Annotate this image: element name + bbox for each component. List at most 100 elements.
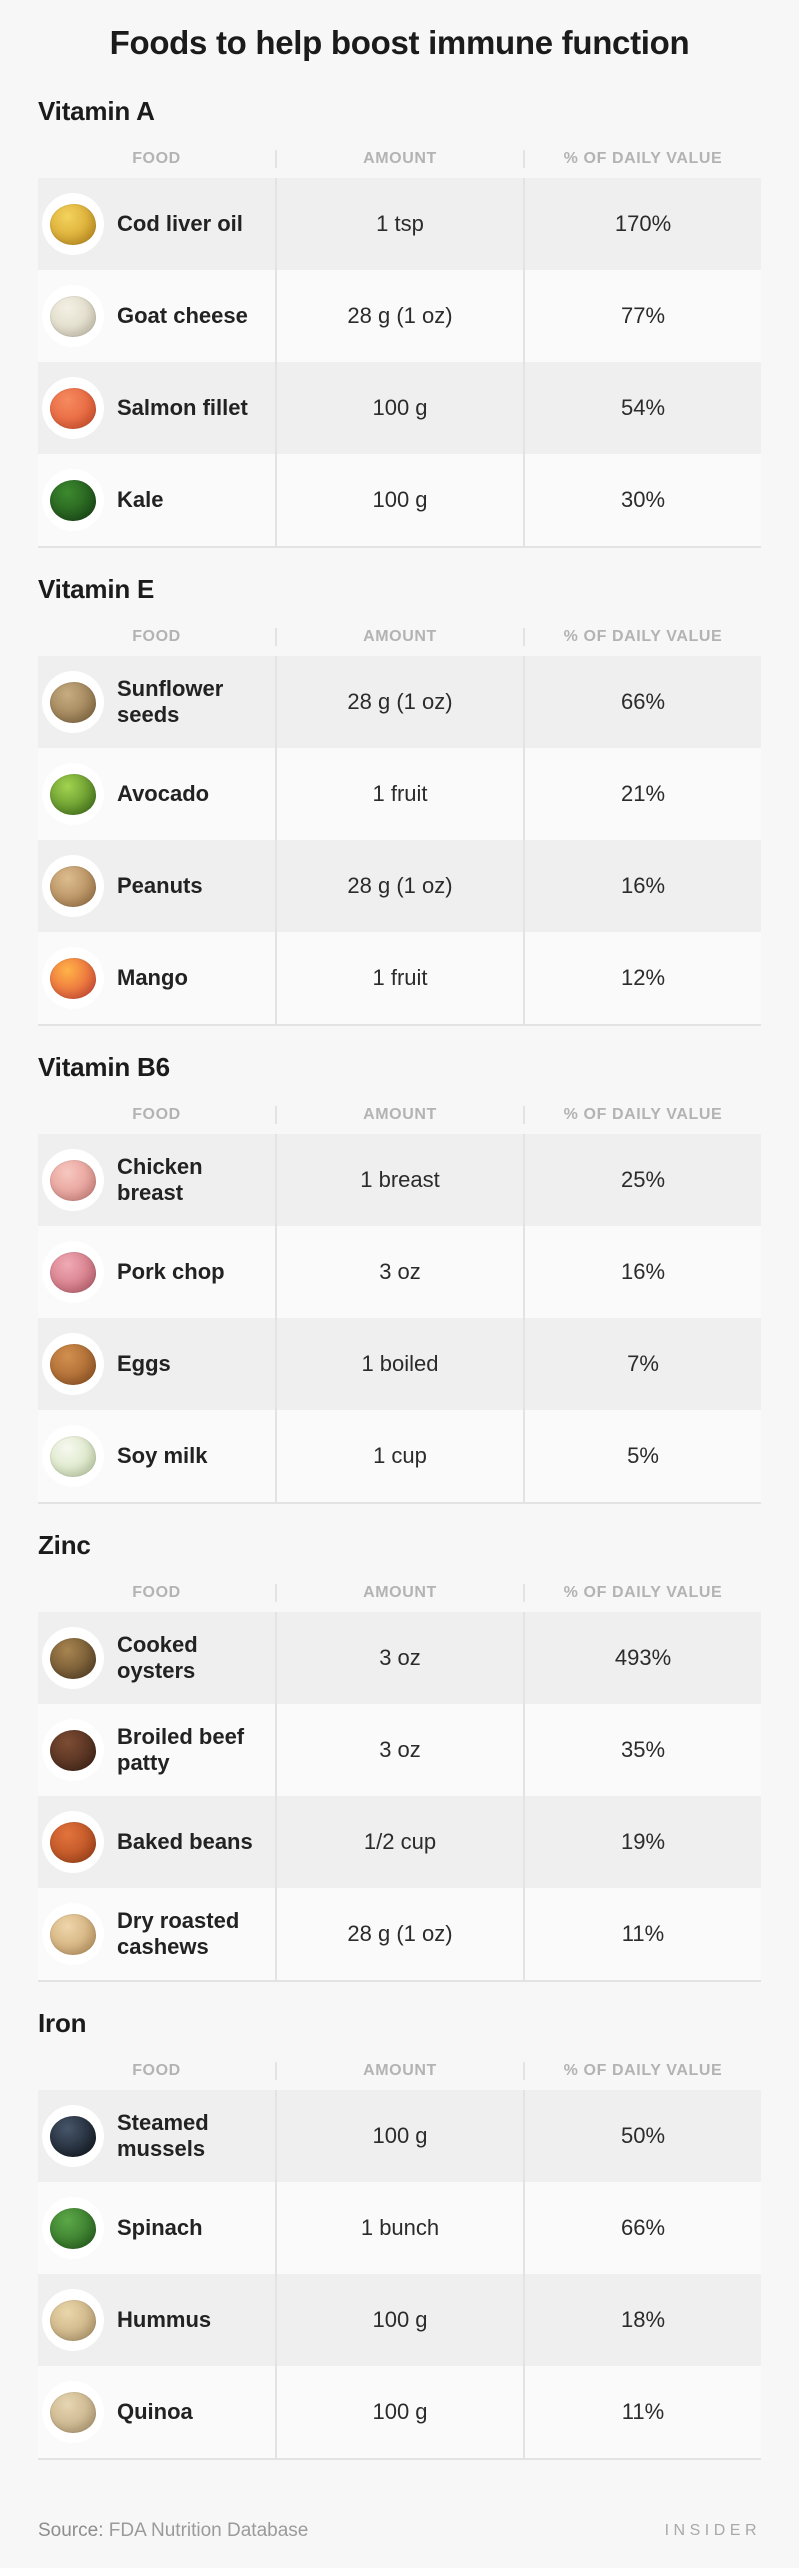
nutrient-table: FOOD AMOUNT % OF DAILY VALUE Cod liver o…	[38, 140, 761, 548]
food-name: Eggs	[117, 1351, 171, 1377]
sections: Vitamin A FOOD AMOUNT % OF DAILY VALUE C…	[38, 96, 761, 2460]
daily-value: 11%	[523, 1888, 761, 1980]
daily-value: 21%	[523, 748, 761, 840]
food-name: Quinoa	[117, 2399, 193, 2425]
nutrient-section: Zinc FOOD AMOUNT % OF DAILY VALUE Cooked…	[38, 1530, 761, 1982]
section-heading: Zinc	[38, 1530, 91, 1560]
eggs-icon	[42, 1333, 104, 1395]
nutrient-section: Vitamin A FOOD AMOUNT % OF DAILY VALUE C…	[38, 96, 761, 548]
food-cell: Baked beans	[38, 1796, 275, 1888]
source-value: FDA Nutrition Database	[108, 2520, 309, 2541]
food-cell: Sunflower seeds	[38, 656, 275, 748]
chicken-breast-icon	[42, 1149, 104, 1211]
food-name: Kale	[117, 487, 164, 513]
food-cell: Avocado	[38, 748, 275, 840]
food-cell: Hummus	[38, 2274, 275, 2366]
food-cell: Dry roasted cashews	[38, 1888, 275, 1980]
daily-value: 11%	[523, 2366, 761, 2458]
food-name: Pork chop	[117, 1259, 225, 1285]
soy-milk-icon	[42, 1425, 104, 1487]
amount-value: 1/2 cup	[275, 1796, 523, 1888]
table-header-row: FOOD AMOUNT % OF DAILY VALUE	[38, 1096, 761, 1134]
column-header-amount: AMOUNT	[275, 1584, 523, 1602]
kale-icon	[42, 469, 104, 531]
amount-value: 28 g (1 oz)	[275, 1888, 523, 1980]
food-cell: Spinach	[38, 2182, 275, 2274]
amount-value: 100 g	[275, 2090, 523, 2182]
amount-value: 3 oz	[275, 1226, 523, 1318]
column-header-food: FOOD	[132, 1106, 181, 1123]
table-row: Cooked oysters 3 oz 493%	[38, 1612, 761, 1704]
table-row: Goat cheese 28 g (1 oz) 77%	[38, 270, 761, 362]
food-name: Peanuts	[117, 873, 203, 899]
table-rows: Steamed mussels 100 g 50% Spinach 1 bunc…	[38, 2090, 761, 2458]
table-rows: Cod liver oil 1 tsp 170% Goat cheese 28 …	[38, 178, 761, 546]
column-header-amount: AMOUNT	[275, 2062, 523, 2080]
food-name: Goat cheese	[117, 303, 248, 329]
hummus-icon	[42, 2289, 104, 2351]
food-cell: Cooked oysters	[38, 1612, 275, 1704]
column-header-food: FOOD	[132, 150, 181, 167]
food-cell: Soy milk	[38, 1410, 275, 1502]
food-cell: Eggs	[38, 1318, 275, 1410]
food-cell: Cod liver oil	[38, 178, 275, 270]
baked-beans-icon	[42, 1811, 104, 1873]
amount-value: 100 g	[275, 362, 523, 454]
table-row: Mango 1 fruit 12%	[38, 932, 761, 1024]
food-cell: Quinoa	[38, 2366, 275, 2458]
food-name: Dry roasted cashews	[117, 1908, 240, 1959]
peanuts-icon	[42, 855, 104, 917]
food-cell: Salmon fillet	[38, 362, 275, 454]
column-header-daily-value: % OF DAILY VALUE	[523, 2062, 761, 2080]
food-name: Hummus	[117, 2307, 212, 2333]
table-rows: Sunflower seeds 28 g (1 oz) 66% Avocado …	[38, 656, 761, 1024]
daily-value: 170%	[523, 178, 761, 270]
source-text: Source: FDA Nutrition Database	[38, 2520, 308, 2542]
food-cell: Kale	[38, 454, 275, 546]
food-name: Sunflower seeds	[117, 676, 224, 727]
amount-value: 1 boiled	[275, 1318, 523, 1410]
food-cell: Mango	[38, 932, 275, 1024]
table-row: Kale 100 g 30%	[38, 454, 761, 546]
food-name: Cooked oysters	[117, 1632, 198, 1683]
goat-cheese-icon	[42, 285, 104, 347]
food-name: Salmon fillet	[117, 395, 248, 421]
daily-value: 18%	[523, 2274, 761, 2366]
table-row: Cod liver oil 1 tsp 170%	[38, 178, 761, 270]
cod-liver-oil-icon	[42, 193, 104, 255]
daily-value: 77%	[523, 270, 761, 362]
footer: Source: FDA Nutrition Database INSIDER	[0, 2486, 799, 2568]
table-header-row: FOOD AMOUNT % OF DAILY VALUE	[38, 618, 761, 656]
daily-value: 30%	[523, 454, 761, 546]
food-name: Mango	[117, 965, 188, 991]
food-cell: Broiled beef patty	[38, 1704, 275, 1796]
column-header-daily-value: % OF DAILY VALUE	[523, 1106, 761, 1124]
table-row: Eggs 1 boiled 7%	[38, 1318, 761, 1410]
food-name: Baked beans	[117, 1829, 253, 1855]
column-header-amount: AMOUNT	[275, 150, 523, 168]
amount-value: 1 cup	[275, 1410, 523, 1502]
column-header-amount: AMOUNT	[275, 628, 523, 646]
food-cell: Pork chop	[38, 1226, 275, 1318]
spinach-icon	[42, 2197, 104, 2259]
column-header-food: FOOD	[132, 628, 181, 645]
daily-value: 66%	[523, 2182, 761, 2274]
column-header-daily-value: % OF DAILY VALUE	[523, 1584, 761, 1602]
daily-value: 35%	[523, 1704, 761, 1796]
avocado-icon	[42, 763, 104, 825]
food-name: Soy milk	[117, 1443, 208, 1469]
food-cell: Peanuts	[38, 840, 275, 932]
table-row: Broiled beef patty 3 oz 35%	[38, 1704, 761, 1796]
food-name: Steamed mussels	[117, 2110, 209, 2161]
column-header-food: FOOD	[132, 2062, 181, 2079]
daily-value: 66%	[523, 656, 761, 748]
food-cell: Chicken breast	[38, 1134, 275, 1226]
daily-value: 16%	[523, 1226, 761, 1318]
nutrient-section: Vitamin E FOOD AMOUNT % OF DAILY VALUE S…	[38, 574, 761, 1026]
table-header-row: FOOD AMOUNT % OF DAILY VALUE	[38, 140, 761, 178]
daily-value: 54%	[523, 362, 761, 454]
daily-value: 50%	[523, 2090, 761, 2182]
amount-value: 1 bunch	[275, 2182, 523, 2274]
table-rows: Cooked oysters 3 oz 493% Broiled beef pa…	[38, 1612, 761, 1980]
table-row: Hummus 100 g 18%	[38, 2274, 761, 2366]
